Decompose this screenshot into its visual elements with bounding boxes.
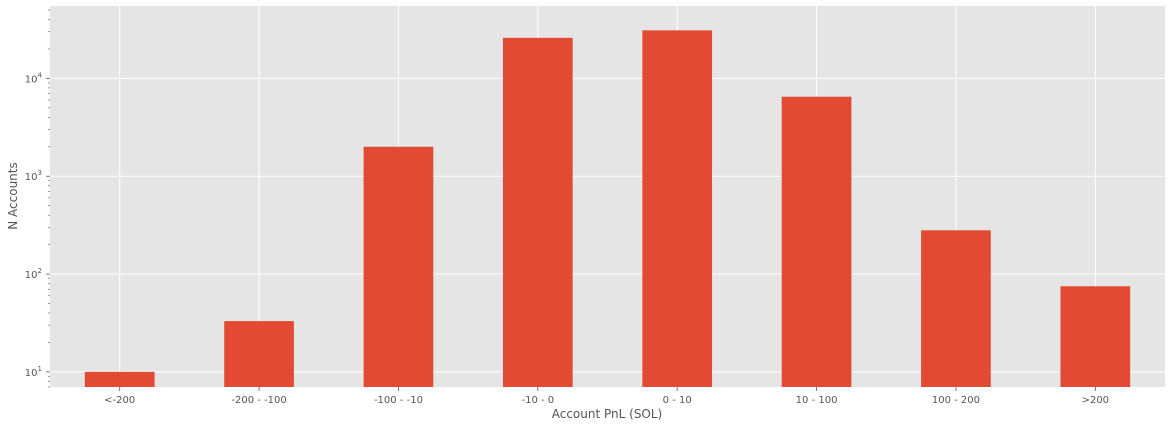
bar <box>363 146 434 387</box>
x-tick-label: -200 - -100 <box>231 395 286 406</box>
x-tick-label: >200 <box>1082 395 1109 406</box>
x-axis-label: Account PnL (SOL) <box>552 407 663 421</box>
bar <box>642 30 713 388</box>
y-axis-label: N Accounts <box>6 162 20 230</box>
y-tick-label: 102 <box>25 267 42 281</box>
x-tick-label: 0 - 10 <box>663 395 692 406</box>
y-tick-label: 101 <box>25 365 42 379</box>
bar <box>224 321 294 387</box>
bar <box>781 96 852 387</box>
y-axis-ticks: 101 102 103 104 <box>25 9 50 388</box>
x-axis-ticks: <-200 -200 - -100 -100 - -10 -10 - 0 0 - 10 1… <box>104 387 1109 406</box>
bar <box>921 230 991 387</box>
bar <box>1060 286 1131 387</box>
x-tick-label: 10 - 100 <box>796 395 838 406</box>
bars <box>84 30 1131 388</box>
x-tick-label: -100 - -10 <box>374 395 423 406</box>
x-tick-label: 100 - 200 <box>932 395 980 406</box>
y-tick-label: 104 <box>25 71 43 85</box>
x-tick-label: <-200 <box>104 395 135 406</box>
bar <box>84 371 155 387</box>
bar <box>502 37 573 387</box>
plot-area <box>50 6 1165 387</box>
x-tick-label: -10 - 0 <box>521 395 554 406</box>
y-tick-label: 103 <box>25 169 42 183</box>
